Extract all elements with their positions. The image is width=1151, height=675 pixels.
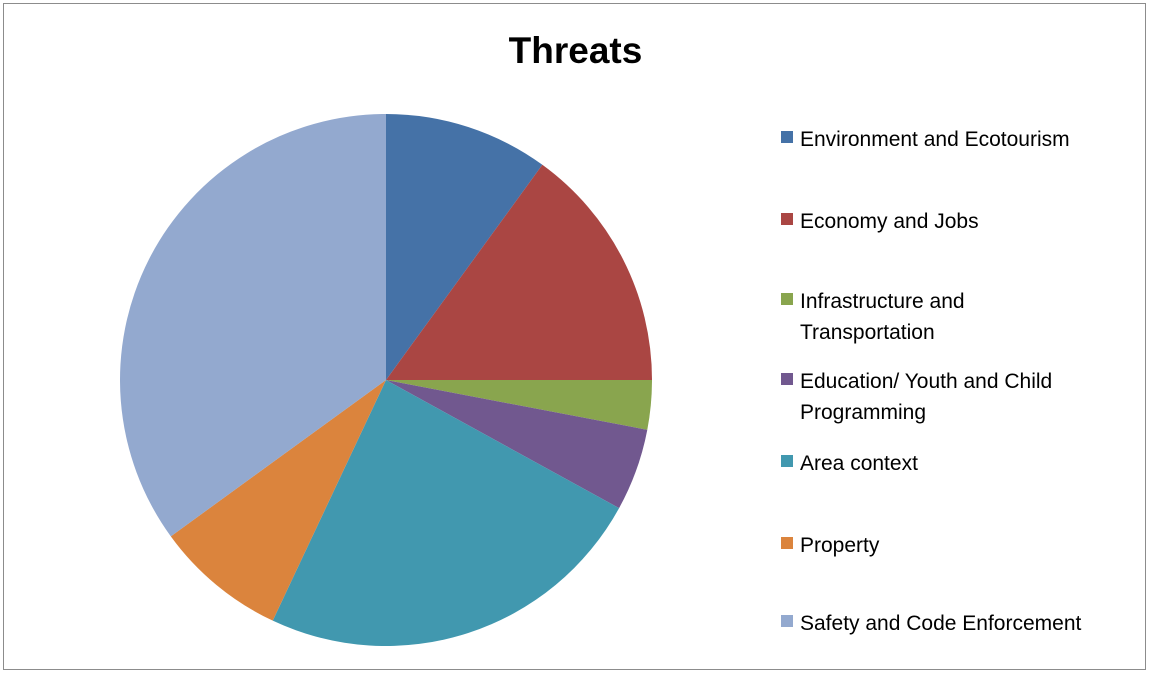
legend-item: Safety and Code Enforcement xyxy=(781,608,1081,639)
legend-swatch xyxy=(781,131,793,143)
legend-label-line: Property xyxy=(800,534,880,557)
legend-label-line: Economy and Jobs xyxy=(800,210,979,233)
legend-label: Economy and Jobs xyxy=(800,206,979,237)
legend-item: Infrastructure and Transportation xyxy=(781,286,965,348)
legend-item: Environment and Ecotourism xyxy=(781,124,1070,155)
legend-label: Property xyxy=(800,530,879,561)
legend-label: Education/ Youth and Child Programming xyxy=(800,366,1052,428)
legend-swatch xyxy=(781,213,793,225)
legend: Environment and Ecotourism Economy and Jo… xyxy=(781,0,1141,675)
legend-label-line: Safety and Code Enforcement xyxy=(800,612,1082,635)
chart-title: Threats xyxy=(508,30,643,71)
legend-label-line: Programming xyxy=(800,401,927,424)
legend-item: Education/ Youth and Child Programming xyxy=(781,366,1052,428)
legend-label: Environment and Ecotourism xyxy=(800,124,1070,155)
legend-swatch xyxy=(781,537,793,549)
legend-label-line: Area context xyxy=(800,452,918,475)
legend-item: Property xyxy=(781,530,879,561)
legend-swatch xyxy=(781,373,793,385)
pie-slice-2 xyxy=(386,164,652,380)
legend-swatch xyxy=(781,615,793,627)
pie-slice-1 xyxy=(386,114,543,380)
legend-label: Infrastructure and Transportation xyxy=(800,286,965,348)
legend-swatch xyxy=(781,293,793,305)
legend-item: Area context xyxy=(781,448,918,479)
legend-label: Safety and Code Enforcement xyxy=(800,608,1081,639)
legend-label: Area context xyxy=(800,448,918,479)
pie-slice-4 xyxy=(386,380,648,509)
pie-slice-5 xyxy=(272,380,620,646)
legend-label-line: Infrastructure and xyxy=(800,290,965,313)
legend-label-line: Transportation xyxy=(800,321,935,344)
legend-label-line: Environment and Ecotourism xyxy=(800,128,1070,151)
pie-slice-6 xyxy=(170,380,386,621)
pie-slice-7 xyxy=(119,114,387,537)
legend-label-line: Education/ Youth and Child xyxy=(800,370,1053,393)
pie-slice-3 xyxy=(386,380,652,430)
legend-swatch xyxy=(781,455,793,467)
legend-item: Economy and Jobs xyxy=(781,206,979,237)
